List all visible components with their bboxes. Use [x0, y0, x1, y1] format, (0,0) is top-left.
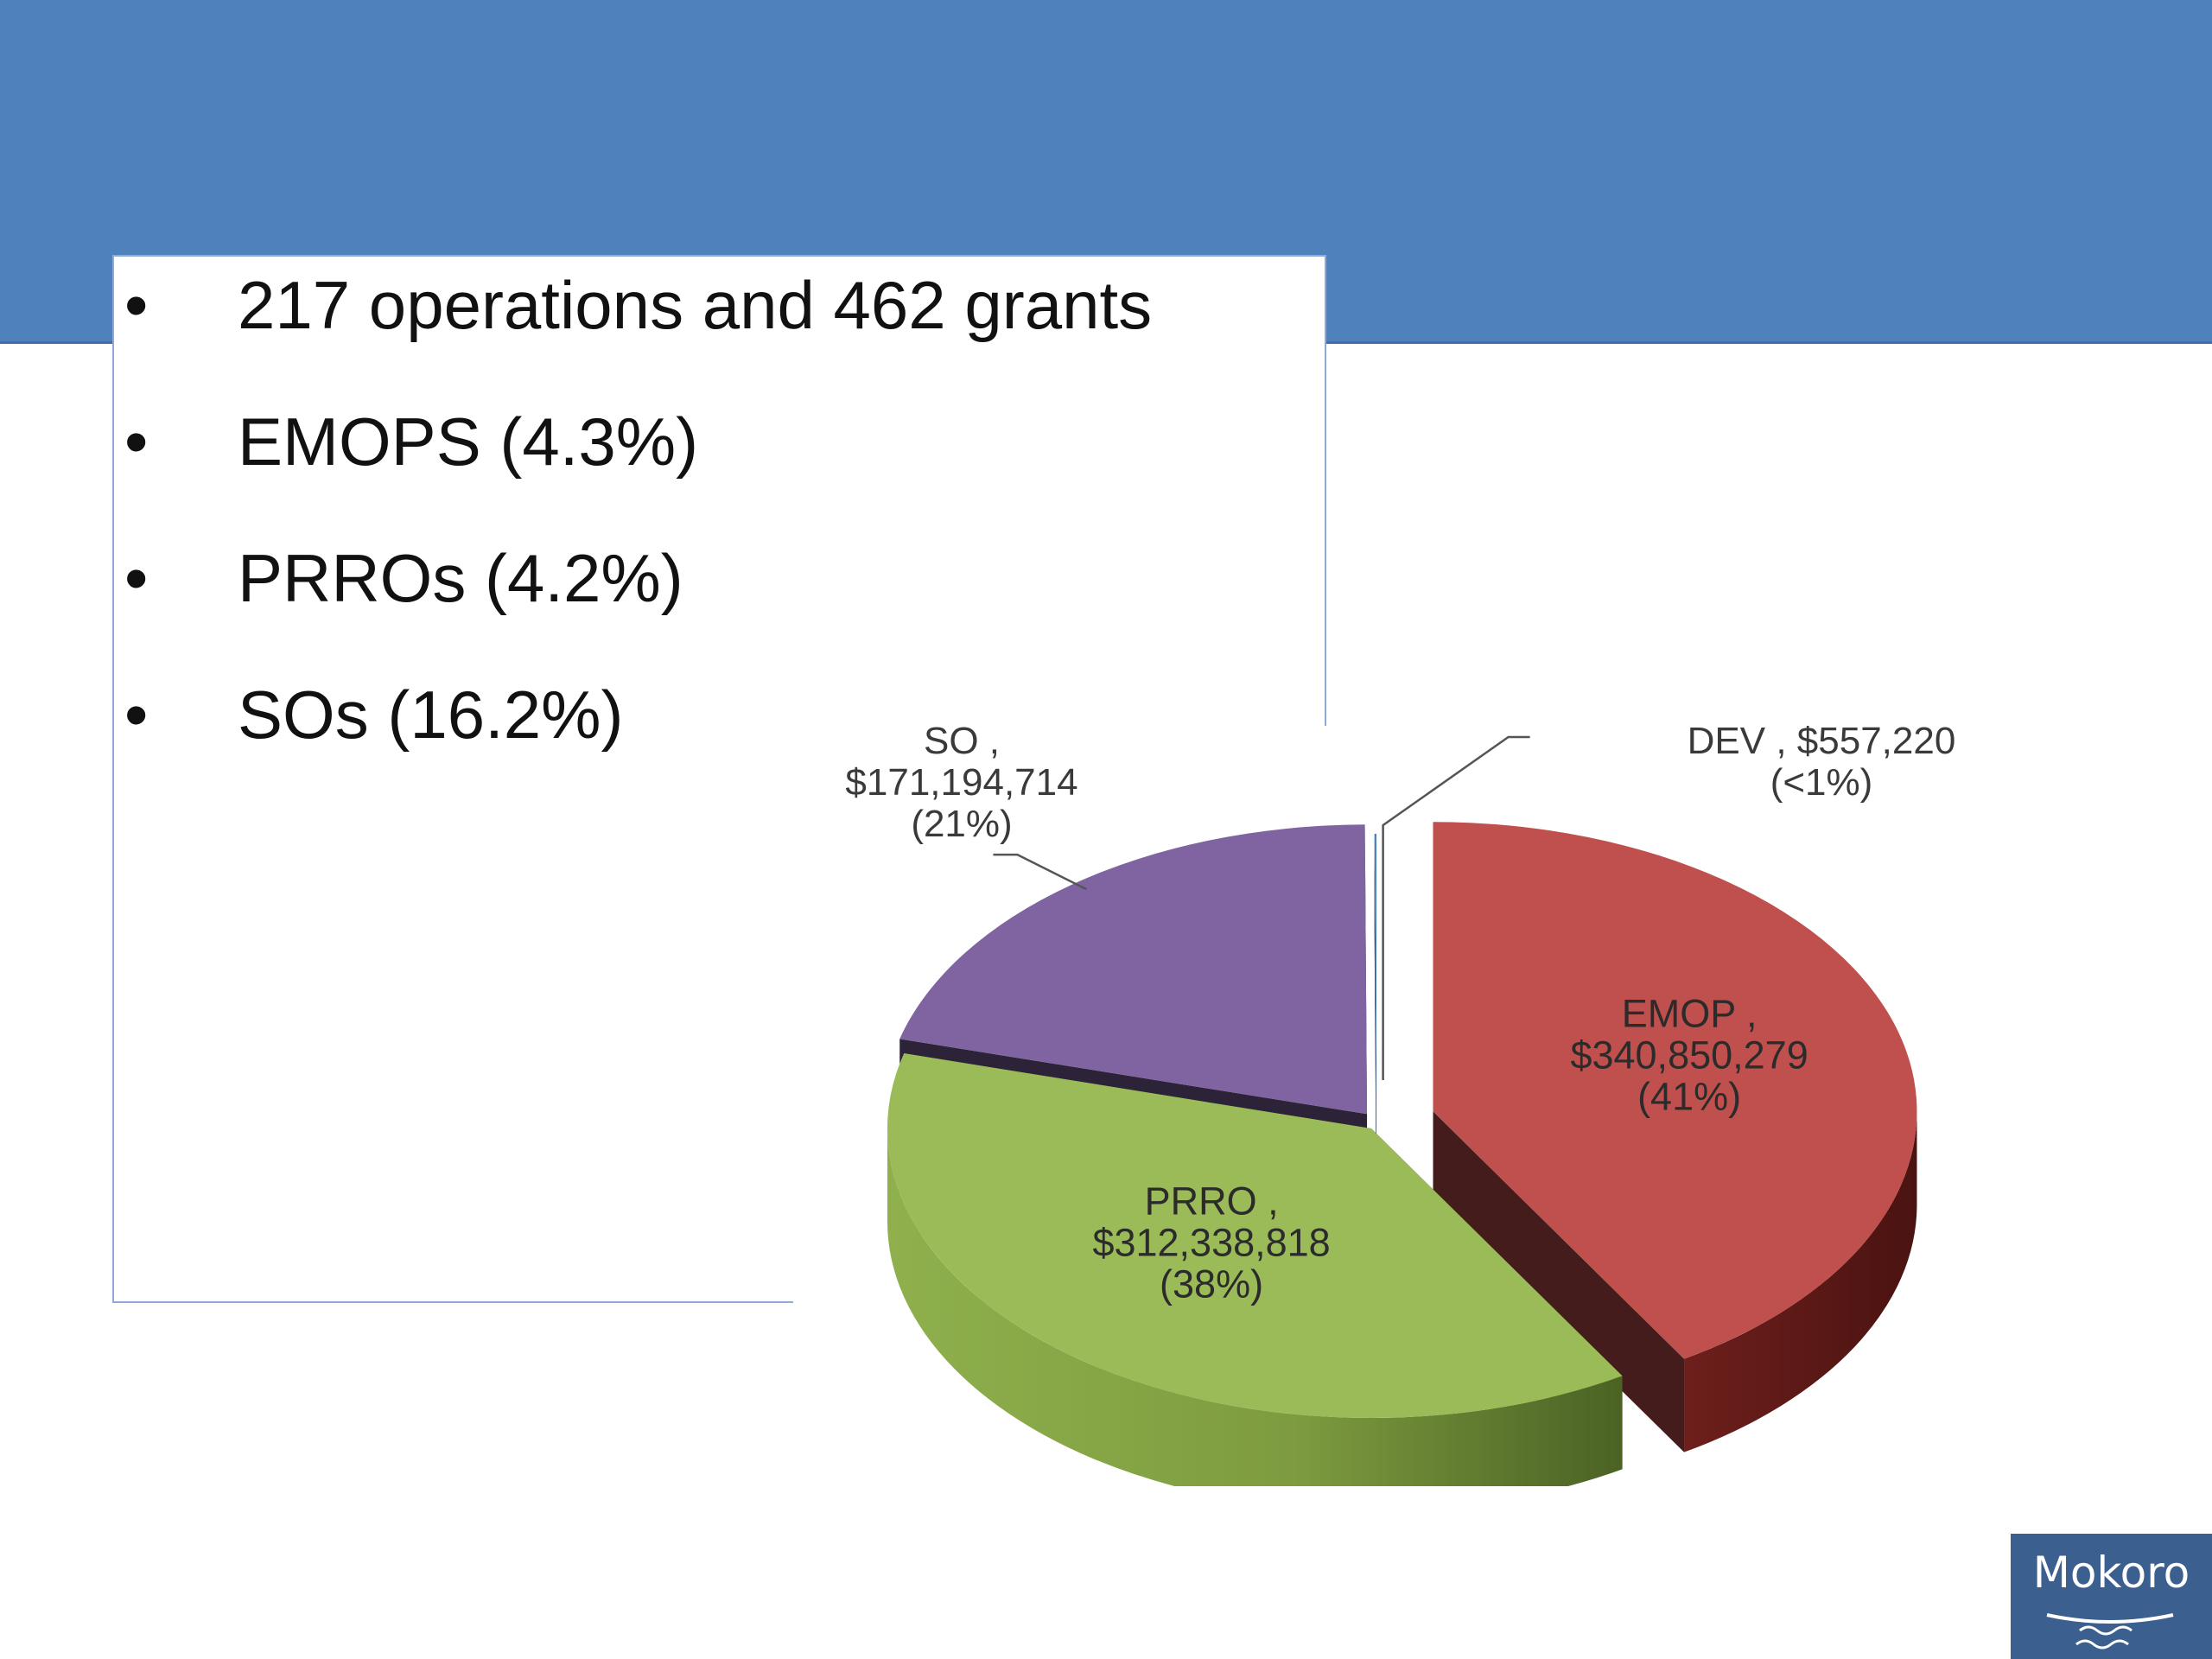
bullet-text: EMOPS (4.3%)	[238, 404, 699, 480]
slice-side-wall	[1684, 1111, 1917, 1452]
bullet-text: PRROs (4.2%)	[238, 540, 683, 616]
data-label-emop: EMOP , $340,850,279 (41%)	[1570, 992, 1808, 1119]
bullet-marker: •	[124, 677, 149, 753]
wave-icon	[2046, 1613, 2174, 1649]
slice-cut-face	[1374, 834, 1376, 1217]
bullet-marker: •	[124, 267, 149, 343]
mokoro-logo: Mokoro	[2011, 1534, 2212, 1659]
data-label-dev: DEV , $557,220 (<1%)	[1688, 726, 1956, 804]
pie-slice-prro	[887, 1053, 1623, 1486]
logo-text: Mokoro	[2032, 1548, 2190, 1598]
bullet-text: 217 operations and 462 grants	[238, 267, 1153, 343]
leader-line	[993, 853, 1087, 891]
pie-chart: EMOP , $340,850,279 (41%) PRRO , $312,338,81…	[845, 726, 1956, 1486]
bullet-text: SOs (16.2%)	[238, 677, 624, 753]
slice-top-face	[1374, 834, 1376, 1123]
slice-cut-face	[1433, 1111, 1685, 1452]
data-label-so: SO , $171,194,714 (21%)	[845, 726, 1077, 845]
slice-side-wall	[887, 1128, 1623, 1486]
data-label-prro: PRRO , $312,338,818 (38%)	[1092, 1179, 1330, 1306]
pie-slice-dev	[1374, 834, 1376, 1217]
slice-top-face	[1433, 822, 1917, 1359]
pie-slice-emop	[1433, 822, 1917, 1452]
leader-line	[1382, 735, 1530, 1081]
bullet-marker: •	[124, 404, 149, 480]
slice-top-face	[899, 824, 1368, 1115]
slice-top-face	[887, 1053, 1623, 1418]
bullet-marker: •	[124, 540, 149, 616]
pie-chart-area: EMOP , $340,850,279 (41%) PRRO , $312,338,81…	[793, 726, 2063, 1486]
